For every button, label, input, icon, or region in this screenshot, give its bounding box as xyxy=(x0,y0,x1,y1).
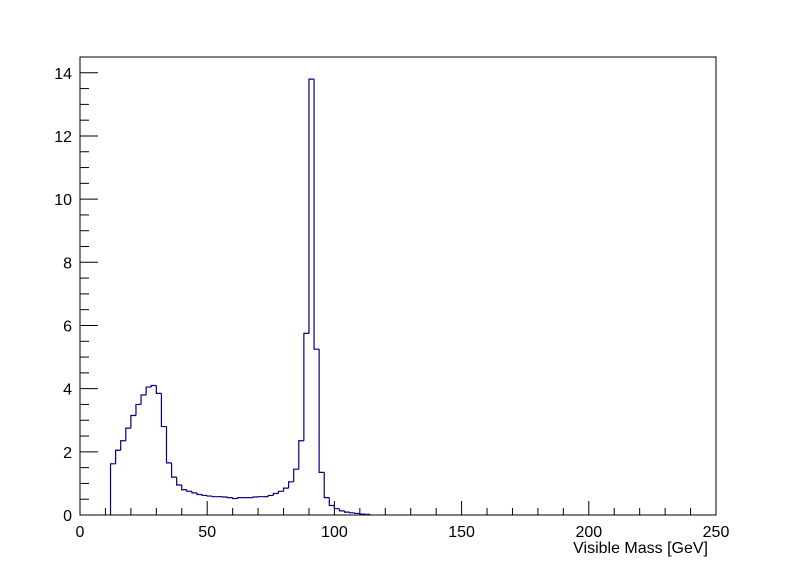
histogram-bin xyxy=(308,78,315,334)
histogram-bin xyxy=(282,487,289,492)
histogram-bin xyxy=(120,440,126,451)
histogram-bin xyxy=(349,512,355,514)
x-tick-label: 0 xyxy=(76,524,85,541)
y-tick-label: 10 xyxy=(54,192,72,209)
histogram-bin xyxy=(211,496,218,498)
histogram-bin xyxy=(303,332,309,441)
histogram-bin xyxy=(318,349,325,473)
histogram-bin xyxy=(130,414,136,429)
histogram-bin xyxy=(226,496,233,499)
x-tick-label: 150 xyxy=(448,524,475,541)
histogram-bin xyxy=(135,403,142,416)
x-tick-label: 50 xyxy=(198,524,216,541)
histogram-bin xyxy=(267,494,274,497)
histogram-bin xyxy=(343,510,350,513)
histogram-bin xyxy=(323,472,330,499)
histogram-bin xyxy=(186,489,192,492)
histogram-bin xyxy=(288,481,294,489)
histogram-bin xyxy=(176,477,182,486)
histogram-bin xyxy=(191,491,198,494)
histogram-bin xyxy=(140,394,147,405)
histogram-bin xyxy=(201,494,208,497)
histogram-bin xyxy=(354,512,360,515)
histogram-bin xyxy=(333,505,340,510)
histogram-bin xyxy=(145,386,152,395)
histogram-bin xyxy=(277,490,284,494)
histogram-bin xyxy=(232,497,238,500)
plot-frame xyxy=(79,56,717,516)
x-tick-label: 200 xyxy=(575,524,602,541)
histogram-bin xyxy=(165,426,172,464)
histogram-bin xyxy=(328,497,335,507)
y-tick-label: 14 xyxy=(54,66,72,83)
histogram-bin xyxy=(109,463,116,515)
histogram-bin xyxy=(313,79,320,350)
histogram-bin xyxy=(293,468,299,482)
y-tick-label: 12 xyxy=(54,129,72,146)
axis-ticks xyxy=(79,56,717,516)
histogram-bin xyxy=(150,384,157,388)
y-tick-label: 4 xyxy=(63,382,72,399)
histogram-bin xyxy=(237,497,243,499)
y-tick-label: 8 xyxy=(63,255,72,272)
histogram-bin xyxy=(338,508,345,512)
histogram-bin xyxy=(160,393,167,428)
histogram-bin xyxy=(298,440,304,470)
y-tick-label: 6 xyxy=(63,318,72,335)
y-tick-label: 0 xyxy=(63,508,72,525)
y-tick-label: 2 xyxy=(63,445,72,462)
tick-labels: 0 50 100 150 200 250 0 2 4 6 8 10 12 14 xyxy=(54,66,729,541)
histogram-bin xyxy=(115,449,121,464)
histogram-bin xyxy=(125,427,131,441)
histogram-bin xyxy=(155,385,162,394)
histogram-bin xyxy=(181,484,187,491)
histogram-bin xyxy=(170,462,177,478)
histogram-bin xyxy=(196,492,203,496)
x-tick-label: 100 xyxy=(321,524,348,541)
plot-frame-border xyxy=(79,56,717,516)
x-axis-title: Visible Mass [GeV] xyxy=(573,540,708,557)
histogram-bin xyxy=(252,496,259,498)
x-tick-label: 250 xyxy=(703,524,730,541)
histogram-bin xyxy=(359,513,365,515)
histogram-series xyxy=(109,78,371,515)
histogram-bin xyxy=(272,492,279,496)
histogram-bin xyxy=(206,495,213,497)
